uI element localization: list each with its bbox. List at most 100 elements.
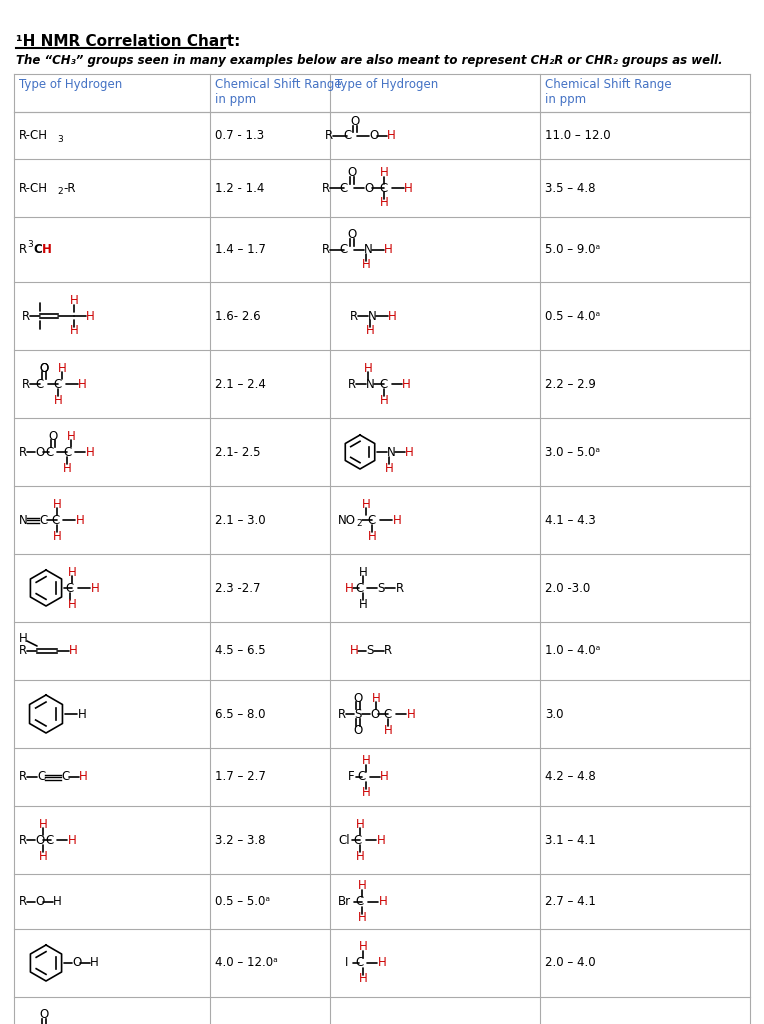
Text: 1.6- 2.6: 1.6- 2.6	[215, 309, 261, 323]
Text: R: R	[384, 644, 392, 657]
Text: 0.5 – 4.0ᵃ: 0.5 – 4.0ᵃ	[545, 309, 601, 323]
Text: C: C	[37, 770, 45, 783]
Text: H: H	[42, 243, 52, 256]
Text: R: R	[348, 378, 356, 390]
Text: H: H	[393, 513, 402, 526]
Text: 3: 3	[27, 240, 33, 249]
Text: The “CH₃” groups seen in many examples below are also meant to represent CH₂R or: The “CH₃” groups seen in many examples b…	[16, 54, 723, 67]
Text: H: H	[361, 498, 371, 511]
Text: 1.2 - 1.4: 1.2 - 1.4	[215, 181, 264, 195]
Text: H: H	[380, 197, 388, 210]
Text: H: H	[355, 850, 364, 862]
Text: H: H	[86, 309, 95, 323]
Text: S: S	[377, 582, 384, 595]
Text: Br: Br	[338, 895, 351, 908]
Text: O: O	[48, 429, 57, 442]
Text: C: C	[39, 513, 47, 526]
Text: O: O	[35, 895, 44, 908]
Text: 2.7 – 4.1: 2.7 – 4.1	[545, 895, 596, 908]
Text: H: H	[380, 770, 389, 783]
Text: H: H	[361, 258, 371, 271]
Text: H: H	[78, 708, 87, 721]
Text: O: O	[40, 361, 49, 375]
Text: 4.1 – 4.3: 4.1 – 4.3	[545, 513, 596, 526]
Text: H: H	[53, 895, 62, 908]
Text: C: C	[66, 582, 74, 595]
Text: O: O	[348, 167, 357, 179]
Text: R: R	[22, 378, 30, 390]
Text: O: O	[370, 708, 379, 721]
Text: R: R	[19, 895, 28, 908]
Text: H: H	[350, 644, 359, 657]
Text: H: H	[91, 582, 100, 595]
Text: H: H	[404, 181, 413, 195]
Text: 0.5 – 5.0ᵃ: 0.5 – 5.0ᵃ	[215, 895, 270, 908]
Text: C: C	[356, 895, 364, 908]
Text: H: H	[358, 973, 367, 985]
Text: H: H	[53, 498, 61, 511]
Text: 1.4 – 1.7: 1.4 – 1.7	[215, 243, 266, 256]
Text: F: F	[348, 770, 354, 783]
Text: H: H	[384, 462, 393, 474]
Text: 3.2 – 3.8: 3.2 – 3.8	[215, 834, 266, 847]
Text: O: O	[354, 724, 363, 736]
Text: H: H	[19, 633, 28, 645]
Text: O: O	[351, 115, 360, 128]
Text: H: H	[384, 243, 393, 256]
Text: H: H	[68, 565, 76, 579]
Text: C: C	[54, 378, 62, 390]
Text: H: H	[86, 445, 95, 459]
Text: -R: -R	[63, 181, 76, 195]
Text: H: H	[387, 129, 396, 142]
Text: C: C	[61, 770, 70, 783]
Text: H: H	[366, 325, 374, 338]
Text: H: H	[405, 445, 414, 459]
Text: O: O	[364, 181, 374, 195]
Text: H: H	[345, 582, 354, 595]
Text: C: C	[354, 582, 363, 595]
Text: 1.0 – 4.0ᵃ: 1.0 – 4.0ᵃ	[545, 644, 601, 657]
Text: S: S	[366, 644, 374, 657]
Text: H: H	[377, 834, 386, 847]
Text: N: N	[19, 513, 28, 526]
Text: 4.0 – 12.0ᵃ: 4.0 – 12.0ᵃ	[215, 956, 278, 970]
Text: H: H	[90, 956, 99, 970]
Text: R: R	[19, 644, 28, 657]
Text: R: R	[19, 834, 28, 847]
Text: C: C	[354, 834, 362, 847]
Text: 4.2 – 4.8: 4.2 – 4.8	[545, 770, 596, 783]
Text: 5.0 – 9.0ᵃ: 5.0 – 9.0ᵃ	[545, 243, 601, 256]
Text: C: C	[384, 708, 392, 721]
Text: H: H	[358, 597, 367, 610]
Text: H: H	[361, 755, 371, 768]
Text: H: H	[70, 295, 79, 307]
Text: H: H	[364, 361, 372, 375]
Text: R-CH: R-CH	[19, 129, 48, 142]
Text: H: H	[68, 834, 76, 847]
Text: H: H	[358, 940, 367, 953]
Text: O: O	[35, 445, 44, 459]
Text: H: H	[371, 691, 380, 705]
Text: H: H	[361, 786, 371, 800]
Text: H: H	[53, 393, 63, 407]
Text: 2.2 – 2.9: 2.2 – 2.9	[545, 378, 596, 390]
Text: 1.7 – 2.7: 1.7 – 2.7	[215, 770, 266, 783]
Text: Type of Hydrogen: Type of Hydrogen	[19, 78, 122, 91]
Text: N: N	[366, 378, 375, 390]
Text: 0.7 - 1.3: 0.7 - 1.3	[215, 129, 264, 142]
Text: C: C	[63, 445, 71, 459]
Text: 2.1 – 3.0: 2.1 – 3.0	[215, 513, 266, 526]
Text: H: H	[355, 817, 364, 830]
Text: 2.1- 2.5: 2.1- 2.5	[215, 445, 261, 459]
Text: H: H	[380, 393, 388, 407]
Text: H: H	[367, 529, 377, 543]
Text: C: C	[354, 956, 363, 970]
Text: R: R	[325, 129, 333, 142]
Text: O: O	[348, 228, 357, 241]
Text: R: R	[19, 445, 28, 459]
Text: Type of Hydrogen: Type of Hydrogen	[335, 78, 439, 91]
Text: C: C	[36, 378, 44, 390]
Text: R: R	[396, 582, 404, 595]
Text: C: C	[380, 181, 388, 195]
Text: 3: 3	[57, 135, 63, 144]
